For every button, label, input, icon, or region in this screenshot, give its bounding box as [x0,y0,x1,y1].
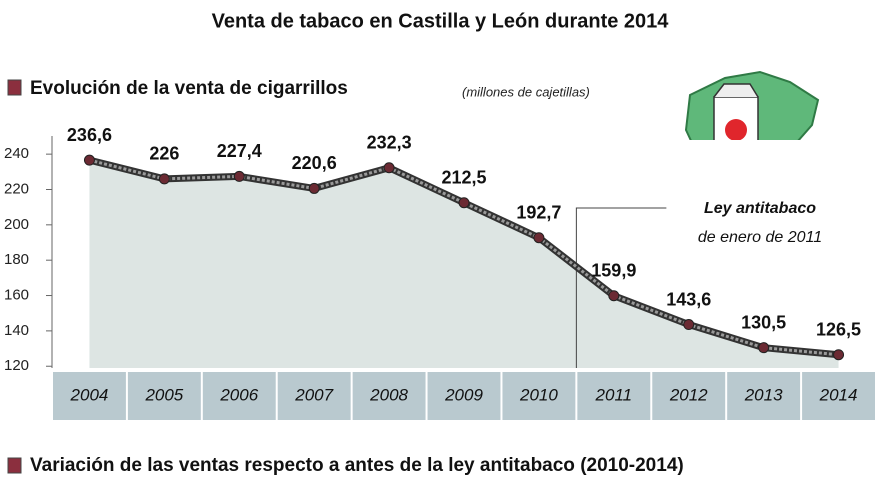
x-cell [127,372,201,420]
y-tick-label: 180 [4,251,29,268]
x-cell [352,372,426,420]
marker [233,170,245,182]
value-label: 192,7 [516,202,561,222]
y-tick-label: 200 [4,216,29,233]
chart-title: Venta de tabaco en Castilla y León duran… [212,10,670,32]
marker [158,173,170,185]
bullet [7,457,22,474]
x-tick-label: 2013 [744,385,783,404]
x-tick-label: 2004 [70,385,109,404]
x-tick-label: 2014 [819,385,858,404]
y-tick-label: 140 [4,322,29,339]
annotation: Ley antitabaco [704,200,816,217]
value-label: 236,6 [67,125,112,145]
x-cell [427,372,501,420]
x-cell [202,372,276,420]
unit-label: (millones de cajetillas) [462,84,590,99]
x-tick-label: 2006 [219,385,258,404]
marker [308,182,320,194]
area [89,160,839,368]
x-cell [53,372,126,420]
x-cell [502,372,576,420]
annotation: de enero de 2011 [698,229,822,246]
line [89,158,839,357]
x-tick-label: 2008 [369,385,408,404]
marker [608,290,620,302]
x-tick-label: 2009 [444,385,483,404]
value-label: 232,3 [367,132,412,152]
annotation-line [575,207,667,368]
marker [833,349,845,361]
y-tick-label: 220 [4,180,29,197]
x-tick-label: 2005 [144,385,183,404]
marker [458,197,470,209]
x-tick-label: 2007 [294,385,333,404]
value-label: 227,4 [217,141,262,161]
x-cell [577,372,651,420]
value-label: 212,5 [441,167,486,187]
y-tick-label: 240 [4,145,29,162]
x-cell [727,372,801,420]
x-tick-label: 2011 [595,385,633,404]
section-title: Variación de las ventas respecto a antes… [30,455,684,476]
bullet [7,79,22,96]
x-cell [277,372,351,420]
value-label: 130,5 [741,312,786,332]
x-tick-label: 2012 [669,385,708,404]
value-label: 220,6 [292,153,337,173]
value-label: 226 [149,144,179,164]
value-label: 143,6 [666,289,711,309]
x-cell [652,372,726,420]
marker [83,154,95,166]
marker [533,232,545,244]
value-label: 126,5 [816,319,861,339]
x-cell [802,372,875,420]
subtitle: Evolución de la venta de cigarrillos [30,78,348,99]
y-tick-label: 160 [4,287,29,304]
marker [383,162,395,174]
y-tick-label: 120 [4,357,29,374]
value-label: 159,9 [591,260,636,280]
marker [683,319,695,331]
x-tick-label: 2010 [519,385,558,404]
marker [758,342,770,354]
